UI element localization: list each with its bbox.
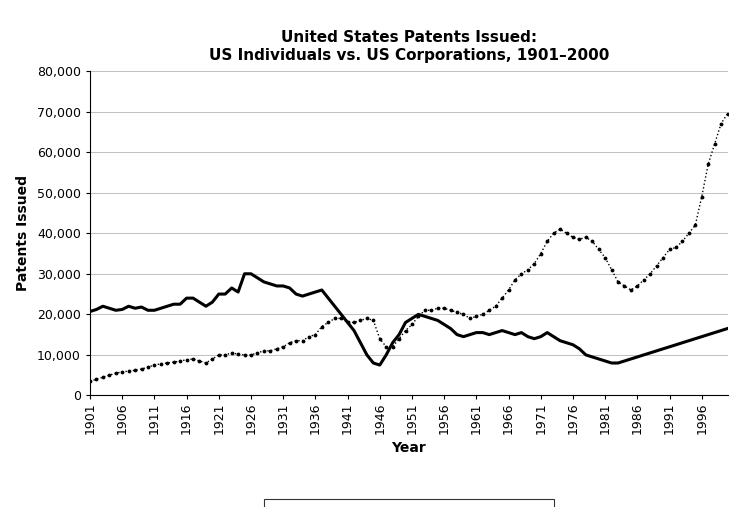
US Individuals bbox=[704, 332, 712, 338]
US Individuals bbox=[375, 362, 384, 368]
US Individuals bbox=[240, 271, 249, 277]
US Corporations bbox=[233, 351, 242, 357]
US Corporations bbox=[86, 378, 94, 384]
US Corporations bbox=[691, 222, 700, 228]
US Individuals bbox=[427, 315, 436, 321]
X-axis label: Year: Year bbox=[392, 441, 426, 455]
US Individuals bbox=[723, 325, 732, 332]
US Individuals bbox=[208, 299, 217, 305]
US Individuals bbox=[86, 308, 94, 314]
Legend: US Individuals, US Corporations: US Individuals, US Corporations bbox=[264, 499, 554, 507]
US Individuals bbox=[478, 330, 488, 336]
US Corporations bbox=[208, 356, 217, 362]
US Individuals bbox=[684, 338, 693, 344]
Line: US Corporations: US Corporations bbox=[88, 111, 730, 384]
US Corporations bbox=[466, 315, 475, 321]
Y-axis label: Patents Issued: Patents Issued bbox=[16, 175, 30, 291]
US Corporations bbox=[723, 111, 732, 117]
Line: US Individuals: US Individuals bbox=[90, 274, 728, 365]
Title: United States Patents Issued:
US Individuals vs. US Corporations, 1901–2000: United States Patents Issued: US Individ… bbox=[209, 30, 609, 63]
US Individuals bbox=[233, 289, 242, 295]
US Corporations bbox=[414, 313, 423, 319]
US Corporations bbox=[671, 244, 680, 250]
